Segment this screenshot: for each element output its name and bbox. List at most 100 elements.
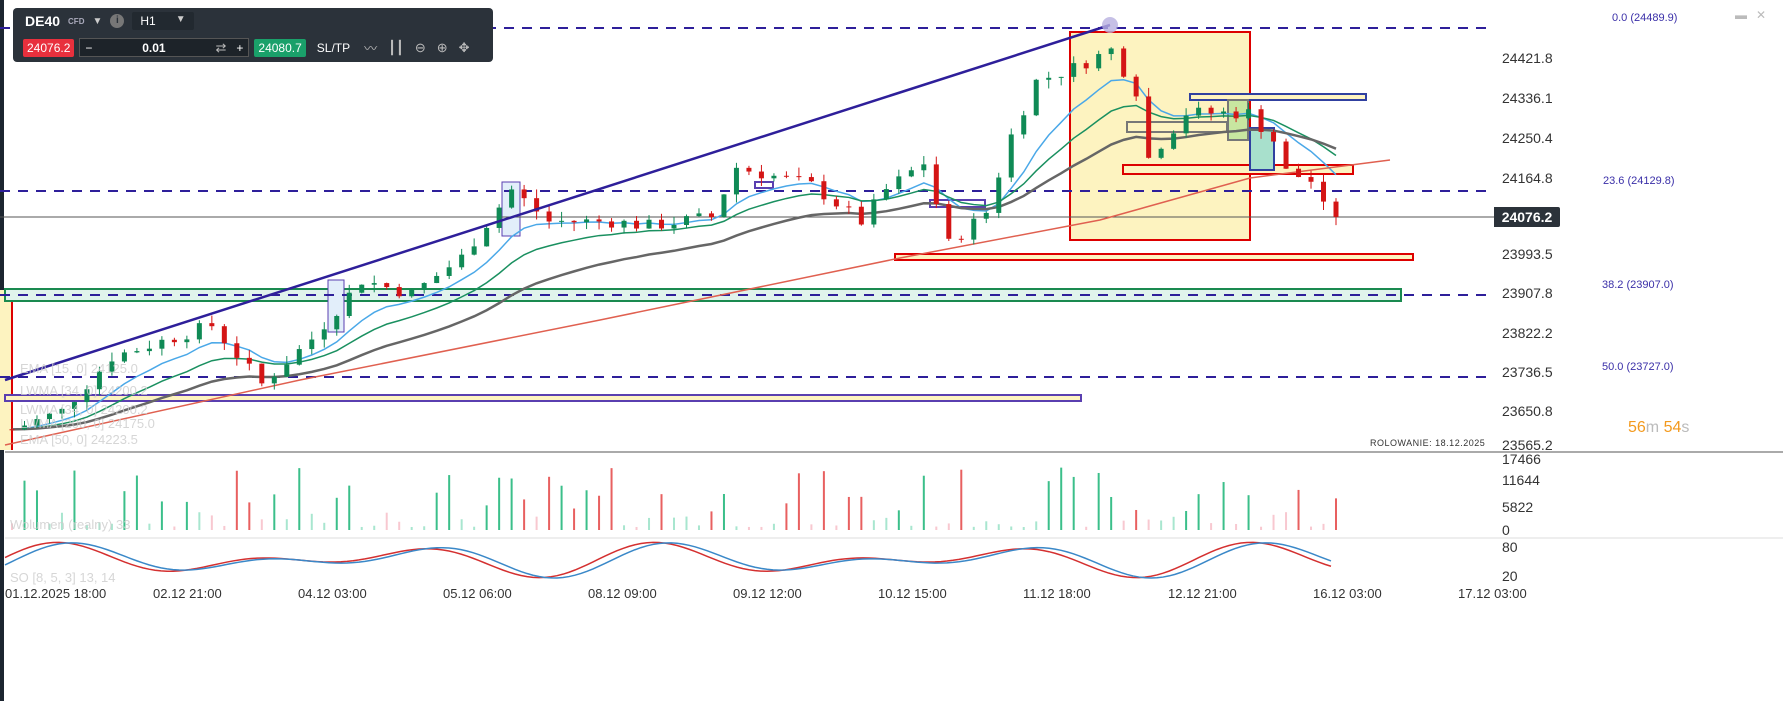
legend-lwma200[interactable]: LWMA [200, 0] 24175.0 bbox=[20, 416, 155, 431]
trendline[interactable] bbox=[4, 23, 1111, 382]
candle[interactable] bbox=[808, 177, 814, 182]
candle[interactable] bbox=[721, 194, 727, 218]
buy-button[interactable]: 24080.7 bbox=[254, 38, 306, 57]
candle[interactable] bbox=[621, 220, 627, 228]
candle[interactable] bbox=[284, 364, 290, 377]
candle[interactable] bbox=[96, 371, 102, 390]
candle[interactable] bbox=[771, 175, 777, 179]
candle[interactable] bbox=[1183, 115, 1189, 134]
candle[interactable] bbox=[1308, 177, 1314, 182]
candle[interactable] bbox=[659, 219, 665, 229]
candle[interactable] bbox=[546, 211, 552, 222]
minimize-icon[interactable]: ▬ bbox=[1735, 8, 1747, 22]
candle[interactable] bbox=[796, 176, 802, 178]
candle[interactable] bbox=[1158, 148, 1164, 158]
legend-ema50[interactable]: EMA [50, 0] 24223.5 bbox=[20, 432, 138, 447]
sell-button[interactable]: 24076.2 bbox=[23, 38, 75, 57]
candle[interactable] bbox=[271, 376, 277, 384]
candle[interactable] bbox=[21, 425, 27, 430]
candle[interactable] bbox=[783, 175, 789, 177]
candle[interactable] bbox=[1071, 63, 1077, 77]
candle[interactable] bbox=[596, 219, 602, 222]
candle[interactable] bbox=[1196, 107, 1202, 116]
candle[interactable] bbox=[146, 348, 152, 352]
candle[interactable] bbox=[983, 212, 989, 219]
trendline-handle[interactable] bbox=[1102, 17, 1118, 33]
candle[interactable] bbox=[1046, 77, 1052, 80]
candle[interactable] bbox=[871, 199, 877, 225]
increase-button[interactable]: + bbox=[236, 40, 244, 55]
line-chart-icon[interactable]: 〰 bbox=[364, 41, 378, 56]
candlestick-icon[interactable]: ┃┃ bbox=[388, 39, 404, 55]
candle[interactable] bbox=[46, 413, 52, 420]
candle[interactable] bbox=[1233, 111, 1239, 119]
candle[interactable] bbox=[1008, 134, 1014, 178]
candle[interactable] bbox=[708, 213, 714, 218]
candle[interactable] bbox=[121, 352, 127, 362]
zone-red-right[interactable] bbox=[1122, 164, 1354, 175]
candle[interactable] bbox=[221, 326, 227, 344]
legend-lwma34[interactable]: LWMA [34, 0] 24200.2 bbox=[20, 383, 148, 398]
candle[interactable] bbox=[1133, 76, 1139, 97]
candle[interactable] bbox=[34, 419, 40, 426]
candle[interactable] bbox=[933, 164, 939, 205]
candle[interactable] bbox=[1083, 63, 1089, 69]
box-small-7[interactable] bbox=[754, 181, 774, 189]
candle[interactable] bbox=[59, 408, 65, 414]
candle[interactable] bbox=[471, 246, 477, 255]
candle[interactable] bbox=[1333, 201, 1339, 217]
legend-volume[interactable]: Wolumen (realny) 33 bbox=[10, 517, 131, 532]
zoom-out-icon[interactable]: ⊖ bbox=[414, 39, 426, 55]
candle[interactable] bbox=[159, 339, 165, 349]
candle[interactable] bbox=[1146, 96, 1152, 158]
candle[interactable] bbox=[234, 343, 240, 358]
candle[interactable] bbox=[334, 316, 340, 330]
box-small-1[interactable] bbox=[1249, 127, 1275, 171]
zone-red[interactable] bbox=[894, 253, 1414, 261]
candle[interactable] bbox=[846, 206, 852, 208]
candle[interactable] bbox=[384, 283, 390, 288]
candle[interactable] bbox=[883, 189, 889, 200]
candle[interactable] bbox=[109, 361, 115, 372]
candle[interactable] bbox=[896, 176, 902, 190]
candle[interactable] bbox=[683, 216, 689, 225]
candle[interactable] bbox=[421, 283, 427, 290]
candle[interactable] bbox=[758, 171, 764, 179]
candle[interactable] bbox=[209, 323, 215, 327]
candle[interactable] bbox=[1096, 54, 1102, 69]
candle[interactable] bbox=[84, 389, 90, 403]
candle[interactable] bbox=[609, 221, 615, 228]
box-small-5[interactable] bbox=[327, 279, 345, 333]
candle[interactable] bbox=[571, 220, 577, 223]
candle[interactable] bbox=[1021, 115, 1027, 135]
candle[interactable] bbox=[296, 349, 302, 365]
symbol-dropdown-icon[interactable]: ▼ bbox=[92, 15, 103, 27]
legend-stochastic[interactable]: SO [8, 5, 3] 13, 14 bbox=[10, 570, 116, 585]
candle[interactable] bbox=[696, 213, 702, 217]
candle[interactable] bbox=[1271, 131, 1277, 142]
candle[interactable] bbox=[1321, 181, 1327, 202]
candle[interactable] bbox=[921, 164, 927, 171]
candle[interactable] bbox=[521, 189, 527, 199]
candle[interactable] bbox=[359, 284, 365, 293]
candle[interactable] bbox=[971, 218, 977, 240]
legend-lwma34b[interactable]: LWMA [34, 0] 24200.2 bbox=[20, 402, 148, 417]
candle[interactable] bbox=[309, 339, 315, 350]
candle[interactable] bbox=[484, 227, 490, 247]
candle[interactable] bbox=[1033, 79, 1039, 116]
info-icon[interactable]: i bbox=[110, 14, 125, 28]
swap-icon[interactable]: ⇄ bbox=[215, 39, 227, 55]
candle[interactable] bbox=[733, 167, 739, 195]
candle[interactable] bbox=[259, 363, 265, 384]
candle[interactable] bbox=[858, 206, 864, 225]
candle[interactable] bbox=[1121, 48, 1127, 77]
candle[interactable] bbox=[821, 181, 827, 200]
candle[interactable] bbox=[946, 204, 952, 239]
candle[interactable] bbox=[746, 167, 752, 172]
candle[interactable] bbox=[534, 198, 540, 212]
quantity-input[interactable]: 0.01 bbox=[142, 40, 166, 55]
candle[interactable] bbox=[134, 351, 140, 353]
symbol-name[interactable]: DE40 bbox=[25, 13, 61, 29]
timeframe-select[interactable]: H1 ▼ bbox=[132, 12, 194, 30]
candle[interactable] bbox=[1221, 111, 1227, 114]
